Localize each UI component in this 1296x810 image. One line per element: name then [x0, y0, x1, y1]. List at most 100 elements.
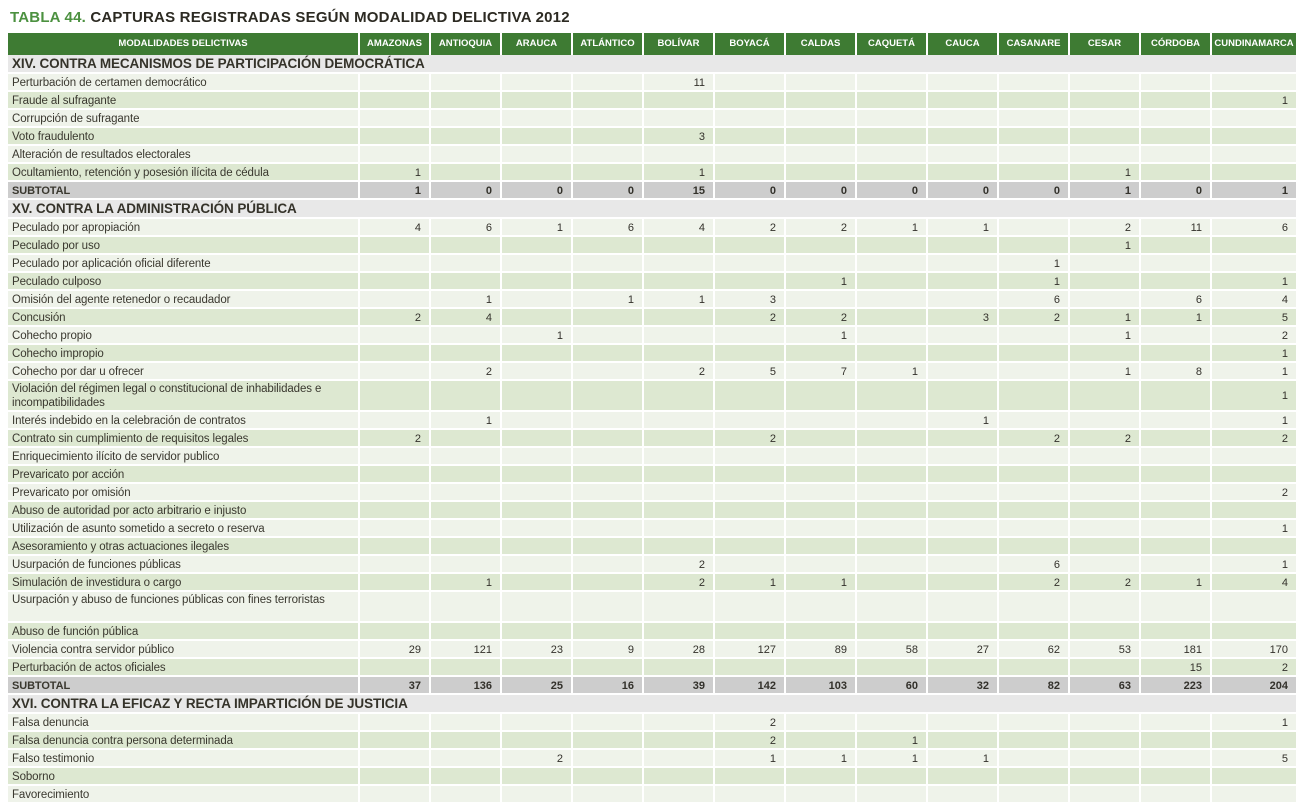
value-cell [1141, 520, 1212, 538]
value-cell [502, 538, 573, 556]
value-cell [1070, 732, 1141, 750]
value-cell [573, 750, 644, 768]
value-cell [928, 466, 999, 484]
value-cell [573, 381, 644, 412]
table-row: Fraude al sufragante1 [8, 92, 1296, 110]
value-cell [786, 92, 857, 110]
value-cell [502, 164, 573, 182]
row-label: Peculado por apropiación [8, 219, 360, 237]
value-cell [857, 484, 928, 502]
value-cell [502, 273, 573, 291]
value-cell [999, 164, 1070, 182]
value-cell: 2 [715, 732, 786, 750]
row-label: Corrupción de sufragante [8, 110, 360, 128]
value-cell: 1 [1070, 327, 1141, 345]
value-cell [644, 110, 715, 128]
value-cell [1212, 74, 1296, 92]
value-cell: 1 [1141, 309, 1212, 327]
table-row: Asesoramiento y otras actuaciones ilegal… [8, 538, 1296, 556]
value-cell: 1 [1212, 182, 1296, 200]
row-label: Asesoramiento y otras actuaciones ilegal… [8, 538, 360, 556]
value-cell: 1 [573, 291, 644, 309]
value-cell: 6 [431, 219, 502, 237]
value-cell [928, 291, 999, 309]
table-row: Abuso de autoridad por acto arbitrario e… [8, 502, 1296, 520]
value-cell: 0 [999, 182, 1070, 200]
value-cell: 1 [1070, 237, 1141, 255]
value-cell [715, 255, 786, 273]
value-cell [644, 538, 715, 556]
row-label: Utilización de asunto sometido a secreto… [8, 520, 360, 538]
value-cell [715, 92, 786, 110]
value-cell: 39 [644, 677, 715, 695]
value-cell [644, 412, 715, 430]
value-cell [573, 327, 644, 345]
table-row: Contrato sin cumplimiento de requisitos … [8, 430, 1296, 448]
table-row: Concusión242232115 [8, 309, 1296, 327]
value-cell: 1 [857, 750, 928, 768]
value-cell [431, 381, 502, 412]
value-cell [857, 237, 928, 255]
value-cell [715, 659, 786, 677]
value-cell [1212, 538, 1296, 556]
value-cell [857, 768, 928, 786]
value-cell [928, 520, 999, 538]
value-cell [573, 164, 644, 182]
value-cell [928, 659, 999, 677]
value-cell [644, 732, 715, 750]
value-cell [573, 237, 644, 255]
value-cell [1070, 484, 1141, 502]
table-row: Corrupción de sufragante [8, 110, 1296, 128]
value-cell [857, 381, 928, 412]
value-cell [999, 732, 1070, 750]
value-cell [431, 110, 502, 128]
header-column: CÓRDOBA [1141, 33, 1212, 55]
value-cell [644, 273, 715, 291]
value-cell: 62 [999, 641, 1070, 659]
value-cell [431, 92, 502, 110]
value-cell [715, 466, 786, 484]
value-cell: 58 [857, 641, 928, 659]
value-cell [431, 273, 502, 291]
value-cell [999, 128, 1070, 146]
table-row: Perturbación de certamen democrático11 [8, 74, 1296, 92]
value-cell [573, 520, 644, 538]
table-row: Peculado por uso1 [8, 237, 1296, 255]
row-label: Cohecho propio [8, 327, 360, 345]
table-body: XIV. CONTRA MECANISMOS DE PARTICIPACIÓN … [8, 55, 1296, 804]
value-cell [360, 291, 431, 309]
value-cell [644, 520, 715, 538]
value-cell [999, 448, 1070, 466]
value-cell [360, 484, 431, 502]
value-cell: 1 [644, 291, 715, 309]
value-cell [999, 237, 1070, 255]
table-row: Falsa denuncia contra persona determinad… [8, 732, 1296, 750]
value-cell: 1 [1212, 714, 1296, 732]
value-cell [502, 502, 573, 520]
value-cell [857, 110, 928, 128]
value-cell: 1 [1212, 273, 1296, 291]
value-cell [360, 623, 431, 641]
value-cell [1070, 659, 1141, 677]
value-cell [644, 448, 715, 466]
value-cell [573, 412, 644, 430]
value-cell: 1 [1070, 182, 1141, 200]
table-row: Falso testimonio211115 [8, 750, 1296, 768]
value-cell [360, 592, 431, 623]
value-cell [786, 556, 857, 574]
value-cell [857, 574, 928, 592]
table-row: Peculado por aplicación oficial diferent… [8, 255, 1296, 273]
value-cell [1141, 255, 1212, 273]
header-column: CASANARE [999, 33, 1070, 55]
value-cell [786, 592, 857, 623]
value-cell [857, 592, 928, 623]
value-cell [999, 538, 1070, 556]
value-cell [999, 750, 1070, 768]
value-cell: 27 [928, 641, 999, 659]
value-cell [1141, 74, 1212, 92]
header-column: CAUCA [928, 33, 999, 55]
value-cell: 0 [502, 182, 573, 200]
value-cell [431, 128, 502, 146]
table-row: Cohecho por dar u ofrecer22571181 [8, 363, 1296, 381]
value-cell [644, 592, 715, 623]
